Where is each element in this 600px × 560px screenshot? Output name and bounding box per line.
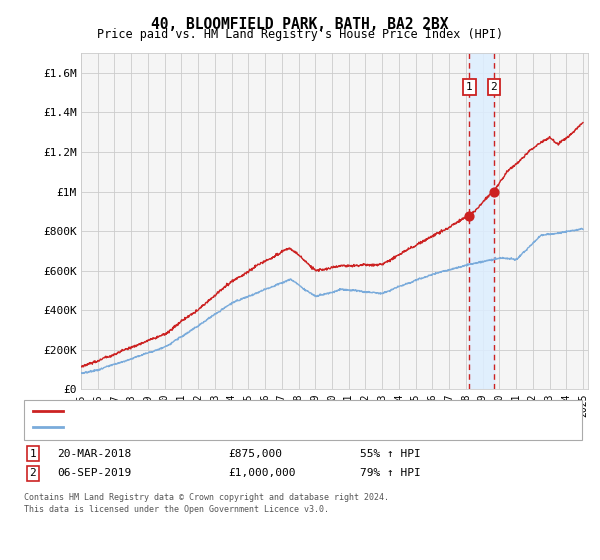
Text: Contains HM Land Registry data © Crown copyright and database right 2024.: Contains HM Land Registry data © Crown c… <box>24 493 389 502</box>
Text: 55% ↑ HPI: 55% ↑ HPI <box>360 449 421 459</box>
Text: 1: 1 <box>29 449 37 459</box>
Text: HPI: Average price, detached house, Bath and North East Somerset: HPI: Average price, detached house, Bath… <box>69 422 469 432</box>
Point <box>489 187 499 196</box>
Text: £1,000,000: £1,000,000 <box>228 468 296 478</box>
Text: £875,000: £875,000 <box>228 449 282 459</box>
Text: 40, BLOOMFIELD PARK, BATH, BA2 2BX: 40, BLOOMFIELD PARK, BATH, BA2 2BX <box>151 17 449 32</box>
Text: This data is licensed under the Open Government Licence v3.0.: This data is licensed under the Open Gov… <box>24 505 329 514</box>
Text: 1: 1 <box>466 82 473 92</box>
Text: 40, BLOOMFIELD PARK, BATH, BA2 2BX (detached house): 40, BLOOMFIELD PARK, BATH, BA2 2BX (deta… <box>69 407 388 417</box>
Text: 20-MAR-2018: 20-MAR-2018 <box>57 449 131 459</box>
Point <box>464 212 474 221</box>
Text: 06-SEP-2019: 06-SEP-2019 <box>57 468 131 478</box>
Text: 2: 2 <box>490 82 497 92</box>
Text: Price paid vs. HM Land Registry's House Price Index (HPI): Price paid vs. HM Land Registry's House … <box>97 28 503 41</box>
Bar <box>469 53 494 389</box>
Text: 2: 2 <box>29 468 37 478</box>
Text: 79% ↑ HPI: 79% ↑ HPI <box>360 468 421 478</box>
